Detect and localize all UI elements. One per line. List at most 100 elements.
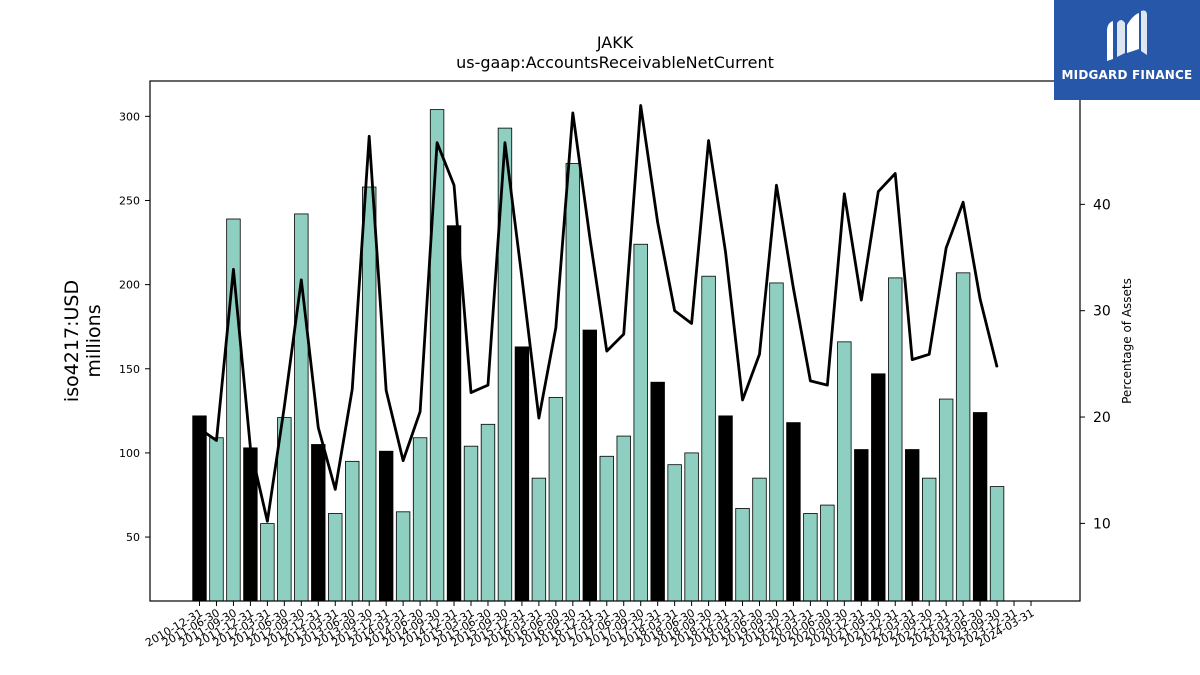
line-point bbox=[572, 112, 574, 114]
bar bbox=[531, 477, 547, 602]
line-point bbox=[419, 411, 421, 413]
bar bbox=[378, 450, 394, 602]
bar bbox=[328, 513, 343, 602]
bar bbox=[548, 396, 564, 602]
bar bbox=[260, 523, 275, 602]
y-tick-label: 150 bbox=[119, 363, 140, 376]
bar bbox=[412, 437, 428, 602]
line-point bbox=[724, 251, 727, 253]
bar bbox=[616, 435, 631, 602]
line-point bbox=[674, 310, 676, 312]
bar bbox=[888, 277, 903, 602]
line-point bbox=[623, 333, 625, 335]
brand-name: MIDGARD FINANCE bbox=[1061, 68, 1193, 82]
line-point bbox=[283, 405, 285, 407]
y2-tick-label: 10 bbox=[1093, 516, 1111, 532]
percentage-line bbox=[198, 104, 999, 523]
bar bbox=[463, 445, 479, 602]
line-point bbox=[640, 104, 642, 107]
bar bbox=[599, 455, 614, 602]
line-point bbox=[996, 366, 998, 368]
bar bbox=[922, 477, 937, 602]
y-axis-label-line: millions bbox=[83, 304, 105, 377]
y-tick-label: 300 bbox=[119, 110, 140, 123]
line-point bbox=[877, 190, 879, 193]
line-point bbox=[215, 439, 218, 442]
bar bbox=[803, 513, 818, 602]
line-point bbox=[521, 277, 523, 279]
bar bbox=[395, 511, 411, 602]
line-point bbox=[860, 299, 862, 301]
line-point bbox=[504, 142, 506, 144]
bar bbox=[192, 415, 207, 602]
bar bbox=[854, 449, 869, 602]
line-point bbox=[741, 399, 744, 401]
line-point bbox=[809, 380, 812, 382]
line-point bbox=[945, 247, 947, 249]
line-point bbox=[792, 287, 795, 289]
line-point bbox=[453, 184, 455, 186]
bar bbox=[718, 415, 733, 602]
line-point bbox=[334, 488, 336, 490]
midgard-m-logo-icon bbox=[1107, 10, 1147, 61]
line-point bbox=[758, 353, 761, 355]
chart-title: JAKK bbox=[596, 33, 634, 52]
y-axis-label-line: iso4217:USD bbox=[61, 280, 83, 402]
bar bbox=[820, 504, 835, 602]
line-point bbox=[368, 135, 370, 137]
line-point bbox=[300, 279, 302, 281]
line-point bbox=[470, 391, 472, 394]
line-point bbox=[402, 460, 404, 462]
bar bbox=[446, 225, 462, 602]
line-point bbox=[198, 428, 201, 430]
bar bbox=[837, 341, 852, 602]
line-point bbox=[657, 221, 659, 224]
bar bbox=[294, 213, 309, 602]
line-point bbox=[232, 268, 235, 270]
y2-tick-label: 20 bbox=[1093, 410, 1111, 426]
bar bbox=[565, 163, 581, 602]
brand-logo: MIDGARD FINANCE bbox=[1054, 0, 1200, 100]
y-tick-label: 250 bbox=[119, 194, 140, 207]
y-axis-label-left: iso4217:USDmillions bbox=[61, 280, 105, 402]
line-point bbox=[385, 389, 387, 392]
line-point bbox=[266, 520, 268, 522]
bar bbox=[938, 398, 954, 602]
bar bbox=[989, 486, 1005, 602]
y2-tick-label: 30 bbox=[1093, 304, 1111, 320]
chart-subtitle: us-gaap:AccountsReceivableNetCurrent bbox=[456, 53, 774, 72]
line-point bbox=[317, 427, 319, 429]
line-point bbox=[487, 384, 489, 386]
line-point bbox=[606, 350, 608, 352]
bar bbox=[752, 477, 767, 602]
bar bbox=[345, 460, 360, 602]
bar bbox=[362, 186, 377, 602]
bar bbox=[429, 109, 445, 602]
bar bbox=[209, 437, 224, 602]
bar bbox=[769, 282, 784, 602]
y-tick-label: 200 bbox=[119, 279, 140, 292]
y-axis-label-right: Percentage of Assets bbox=[1120, 278, 1134, 404]
bar bbox=[701, 275, 716, 602]
y2-tick-label: 40 bbox=[1093, 197, 1111, 213]
bar bbox=[582, 329, 597, 602]
bar bbox=[905, 449, 920, 602]
plot-frame bbox=[149, 80, 1081, 602]
bar bbox=[972, 412, 988, 602]
bar bbox=[650, 381, 665, 602]
line-point bbox=[894, 172, 896, 175]
line-point bbox=[589, 236, 591, 238]
line-point bbox=[928, 353, 930, 355]
line-point bbox=[538, 417, 540, 419]
bar bbox=[514, 346, 530, 602]
bar bbox=[480, 423, 496, 602]
line-point bbox=[436, 142, 438, 144]
bar bbox=[871, 373, 886, 602]
bar bbox=[311, 444, 326, 602]
line-point bbox=[911, 359, 913, 361]
bar bbox=[633, 243, 648, 602]
line-point bbox=[826, 384, 828, 386]
line-point bbox=[351, 388, 353, 390]
y-tick-label: 100 bbox=[119, 447, 140, 460]
